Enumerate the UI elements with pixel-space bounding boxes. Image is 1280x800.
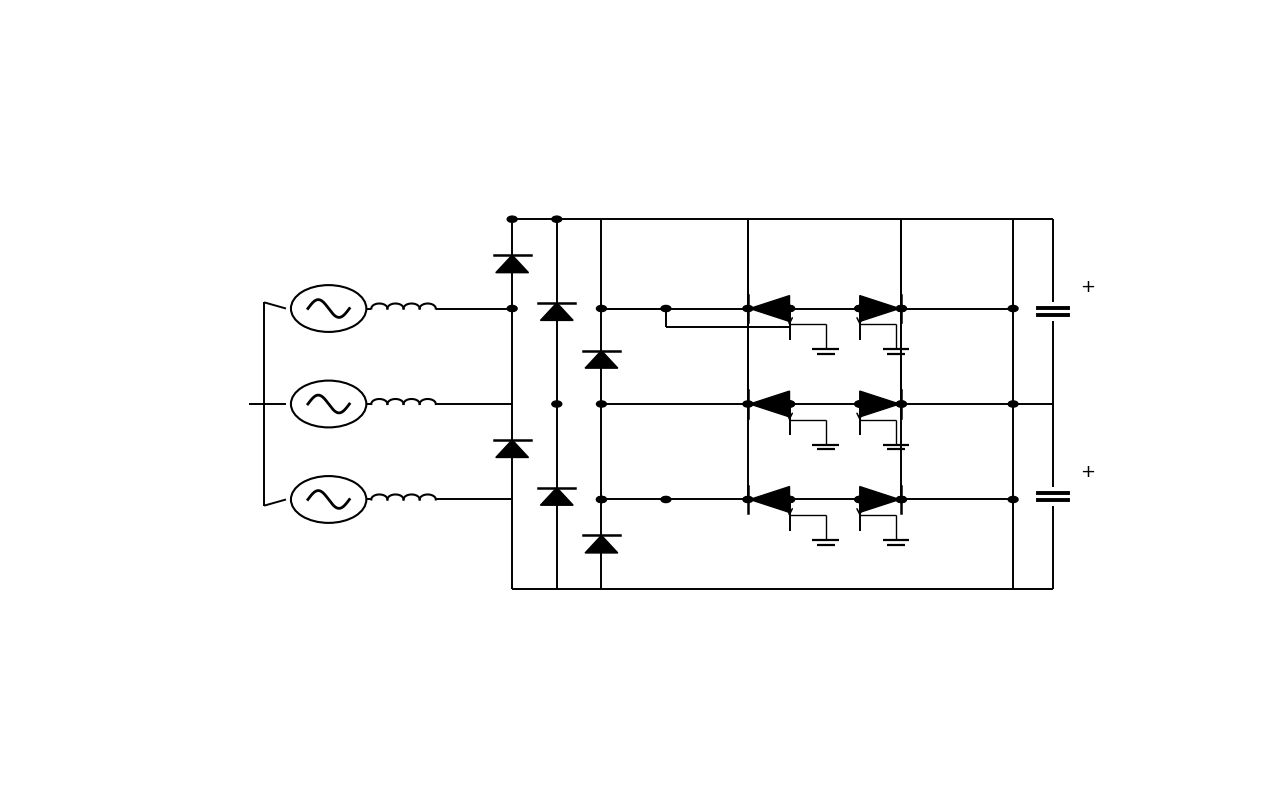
Circle shape: [896, 306, 906, 311]
Polygon shape: [585, 350, 618, 368]
Polygon shape: [540, 487, 573, 506]
Circle shape: [596, 496, 607, 502]
Circle shape: [596, 496, 607, 502]
Circle shape: [552, 216, 562, 222]
Circle shape: [785, 306, 795, 311]
Circle shape: [1009, 401, 1018, 407]
Circle shape: [507, 216, 517, 222]
Circle shape: [596, 401, 607, 407]
Circle shape: [507, 306, 517, 311]
Circle shape: [785, 306, 795, 311]
Circle shape: [552, 401, 562, 407]
Polygon shape: [860, 391, 900, 417]
Circle shape: [785, 401, 795, 407]
Polygon shape: [750, 486, 790, 513]
Circle shape: [855, 306, 865, 311]
Circle shape: [785, 401, 795, 407]
Circle shape: [855, 401, 865, 407]
Circle shape: [1009, 496, 1018, 502]
Polygon shape: [585, 535, 618, 553]
Circle shape: [855, 496, 865, 502]
Circle shape: [596, 306, 607, 311]
Circle shape: [742, 496, 753, 502]
Text: +: +: [1080, 278, 1096, 296]
Circle shape: [1009, 306, 1018, 311]
Polygon shape: [750, 391, 790, 417]
Text: +: +: [1080, 462, 1096, 481]
Circle shape: [896, 496, 906, 502]
Circle shape: [660, 306, 671, 311]
Polygon shape: [860, 486, 900, 513]
Circle shape: [855, 496, 865, 502]
Polygon shape: [750, 295, 790, 322]
Circle shape: [855, 401, 865, 407]
Circle shape: [896, 496, 906, 502]
Circle shape: [742, 306, 753, 311]
Circle shape: [896, 401, 906, 407]
Circle shape: [896, 401, 906, 407]
Circle shape: [896, 306, 906, 311]
Circle shape: [785, 496, 795, 502]
Circle shape: [855, 306, 865, 311]
Circle shape: [785, 496, 795, 502]
Polygon shape: [540, 302, 573, 321]
Polygon shape: [860, 295, 900, 322]
Circle shape: [660, 496, 671, 502]
Polygon shape: [495, 440, 529, 458]
Polygon shape: [495, 255, 529, 273]
Circle shape: [742, 401, 753, 407]
